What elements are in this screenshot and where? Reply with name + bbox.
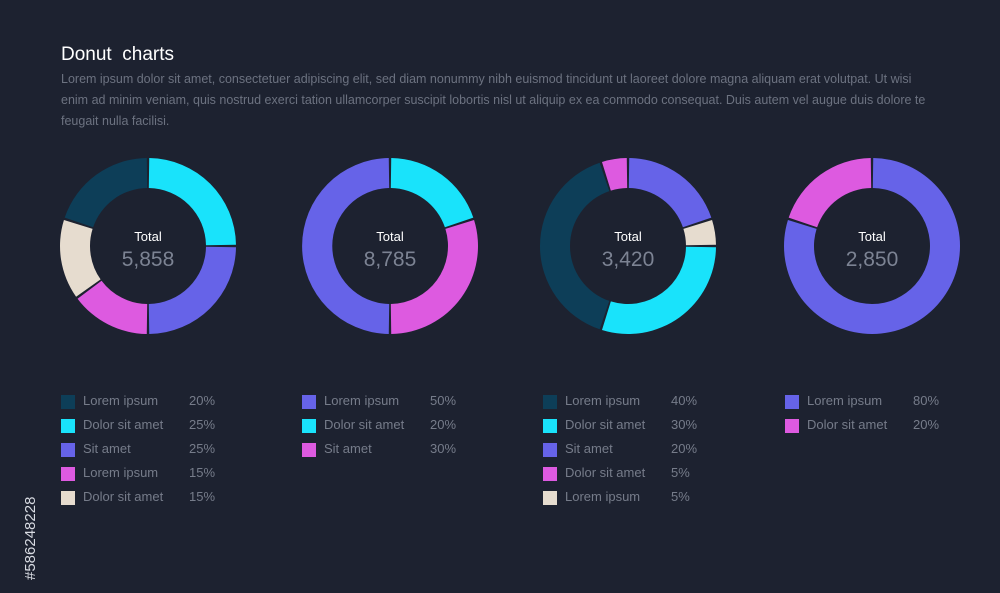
- legend-item: Lorem ipsum 50%: [302, 392, 502, 416]
- legend-percent: 30%: [671, 417, 698, 432]
- legend-item: Dolor sit amet 20%: [302, 416, 502, 440]
- legend-item: Dolor sit amet 25%: [61, 416, 261, 440]
- legend-label: Dolor sit amet: [83, 417, 164, 432]
- total-value: 3,420: [602, 248, 655, 271]
- legend-label: Lorem ipsum: [565, 489, 641, 504]
- legend-swatch: [61, 395, 75, 409]
- legend-percent: 15%: [189, 465, 216, 480]
- legend-percent: 15%: [189, 489, 216, 504]
- legend-swatch: [543, 443, 557, 457]
- donut-slice: [60, 219, 101, 297]
- donut-slice: [788, 158, 872, 228]
- legend-label: Sit amet: [324, 441, 372, 456]
- legend-percent: 5%: [671, 489, 690, 504]
- legend-swatch: [61, 491, 75, 505]
- legend-swatch: [543, 419, 557, 433]
- legend-item: Sit amet 25%: [61, 440, 261, 464]
- total-label: Total: [134, 229, 162, 244]
- legend-swatch: [785, 395, 799, 409]
- legend-label: Lorem ipsum: [807, 393, 883, 408]
- total-value: 5,858: [122, 248, 175, 271]
- legend-swatch: [543, 467, 557, 481]
- donut-slice: [64, 158, 148, 228]
- legend-label: Sit amet: [83, 441, 131, 456]
- legend-item: Dolor sit amet 30%: [543, 416, 743, 440]
- legend-4: Lorem ipsum 80% Dolor sit amet 20%: [785, 392, 985, 440]
- legend-swatch: [302, 419, 316, 433]
- legend-1: Lorem ipsum 20% Dolor sit amet 25% Sit amet 2…: [61, 392, 261, 512]
- legend-swatch: [543, 395, 557, 409]
- legend-percent: 50%: [430, 393, 457, 408]
- legend-item: Sit amet 20%: [543, 440, 743, 464]
- legend-percent: 25%: [189, 417, 216, 432]
- legend-3: Lorem ipsum 40% Dolor sit amet 30% Sit amet 2…: [543, 392, 743, 512]
- donut-chart-1: Total 5,858: [60, 158, 236, 334]
- legend-label: Lorem ipsum: [83, 393, 159, 408]
- legend-percent: 20%: [189, 393, 216, 408]
- legend-item: Lorem ipsum 15%: [61, 464, 261, 488]
- donut-slice: [390, 219, 478, 334]
- legend-item: Sit amet 30%: [302, 440, 502, 464]
- legend-label: Sit amet: [565, 441, 613, 456]
- total-label: Total: [614, 229, 642, 244]
- legend-item: Lorem ipsum 80%: [785, 392, 985, 416]
- legend-percent: 30%: [430, 441, 457, 456]
- total-value: 2,850: [846, 248, 899, 271]
- donut-slice: [628, 158, 712, 228]
- legend-label: Dolor sit amet: [83, 489, 164, 504]
- donut-chart-4: Total 2,850: [784, 158, 961, 335]
- donut-chart-3: Total 3,420: [539, 158, 716, 334]
- donut-slice: [148, 158, 236, 246]
- donut-chart-2: Total 8,785: [302, 158, 478, 334]
- legend-swatch: [61, 467, 75, 481]
- legend-item: Lorem ipsum 20%: [61, 392, 261, 416]
- total-label: Total: [858, 229, 886, 244]
- page-title: Donut charts: [61, 44, 174, 65]
- donut-slice: [683, 219, 716, 246]
- legend-percent: 20%: [430, 417, 457, 432]
- legend-item: Dolor sit amet 5%: [543, 464, 743, 488]
- legend-label: Dolor sit amet: [807, 417, 888, 432]
- watermark: #586248228: [14, 350, 39, 580]
- donut-slice: [148, 246, 236, 334]
- donut-slice: [302, 158, 390, 334]
- legend-swatch: [302, 443, 316, 457]
- legend-item: Dolor sit amet 20%: [785, 416, 985, 440]
- page-description: Lorem ipsum dolor sit amet, consectetuer…: [61, 72, 926, 128]
- legend-percent: 20%: [913, 417, 940, 432]
- legend-percent: 80%: [913, 393, 940, 408]
- legend-label: Dolor sit amet: [324, 417, 405, 432]
- legend-item: Dolor sit amet 15%: [61, 488, 261, 512]
- total-value: 8,785: [364, 248, 417, 271]
- donut-slice: [784, 158, 961, 335]
- legend-swatch: [543, 491, 557, 505]
- legend-item: Lorem ipsum 5%: [543, 488, 743, 512]
- total-label: Total: [376, 229, 404, 244]
- donut-slice: [601, 246, 716, 334]
- legend-item: Lorem ipsum 40%: [543, 392, 743, 416]
- donut-slice: [390, 158, 474, 228]
- legend-swatch: [61, 443, 75, 457]
- donut-slice: [77, 280, 148, 334]
- legend-percent: 5%: [671, 465, 690, 480]
- legend-percent: 40%: [671, 393, 698, 408]
- legend-label: Lorem ipsum: [565, 393, 641, 408]
- legend-label: Dolor sit amet: [565, 417, 646, 432]
- legend-swatch: [785, 419, 799, 433]
- legend-label: Lorem ipsum: [83, 465, 159, 480]
- legend-swatch: [302, 395, 316, 409]
- legend-swatch: [61, 419, 75, 433]
- legend-2: Lorem ipsum 50% Dolor sit amet 20% Sit amet 3…: [302, 392, 502, 464]
- legend-label: Dolor sit amet: [565, 465, 646, 480]
- donut-slice: [601, 158, 628, 191]
- watermark-id: #586248228: [22, 496, 39, 580]
- donut-slice: [539, 162, 610, 330]
- legend-percent: 25%: [189, 441, 216, 456]
- legend-label: Lorem ipsum: [324, 393, 400, 408]
- legend-percent: 20%: [671, 441, 698, 456]
